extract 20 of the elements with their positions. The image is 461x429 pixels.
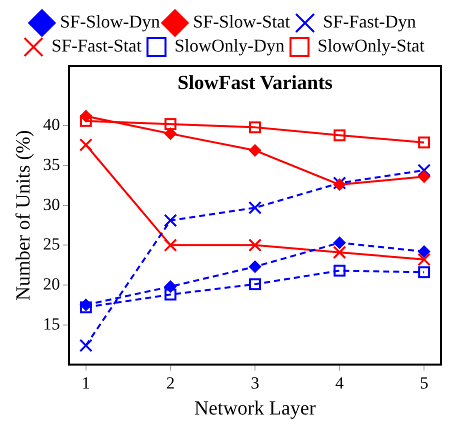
y-tick-label: 15 (43, 314, 60, 334)
y-tick-label: 30 (43, 194, 60, 214)
x-tick-label: 3 (250, 373, 260, 392)
legend-label: SlowOnly-Stat (318, 36, 425, 56)
chart-title: SlowFast Variants (177, 72, 333, 94)
x-tick-label: 4 (335, 373, 344, 392)
y-tick-label: 35 (43, 155, 60, 174)
x-axis-title: Network Layer (194, 397, 316, 420)
y-tick-label: 25 (43, 234, 60, 254)
legend-label: SF-Slow-Stat (192, 12, 290, 32)
x-tick-label: 2 (166, 373, 175, 392)
y-axis-title: Number of Units (%) (12, 130, 34, 301)
y-tick-label: 40 (43, 115, 60, 134)
y-tick-label: 20 (43, 274, 60, 294)
x-tick-label: 5 (420, 373, 428, 392)
legend-label: SF-Slow-Dyn (60, 12, 160, 32)
legend-label: SF-Fast-Dyn (323, 12, 416, 32)
legend-label: SlowOnly-Dyn (174, 36, 285, 56)
x-tick-label: 1 (82, 373, 90, 392)
legend-label: SF-Fast-Stat (51, 36, 142, 56)
